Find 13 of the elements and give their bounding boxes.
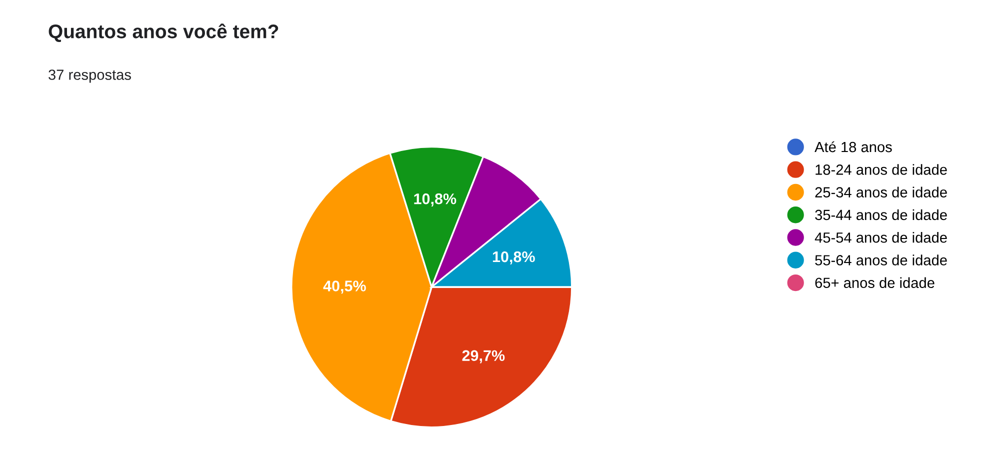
- data-label: 10,8%: [414, 193, 456, 206]
- legend-label: 35-44 anos de idade: [815, 209, 947, 220]
- text: 37 respostas: [48, 70, 131, 83]
- legend-label: 55-64 anos de idade: [815, 254, 947, 266]
- data-label: 40,5%: [323, 280, 366, 294]
- data-label: 29,7%: [462, 350, 505, 364]
- legend-label: 25-34 anos de idade: [815, 186, 947, 198]
- legend-label: Até 18 anos: [814, 141, 892, 152]
- legend-label: 65+ anos de idade: [815, 277, 934, 288]
- chart-title: Quantos anos você tem?: [48, 24, 278, 42]
- data-label: 10,8%: [492, 251, 535, 264]
- legend-label: 45-54 anos de idade: [814, 232, 947, 243]
- legend-label: 18-24 anos de idade: [816, 164, 947, 175]
